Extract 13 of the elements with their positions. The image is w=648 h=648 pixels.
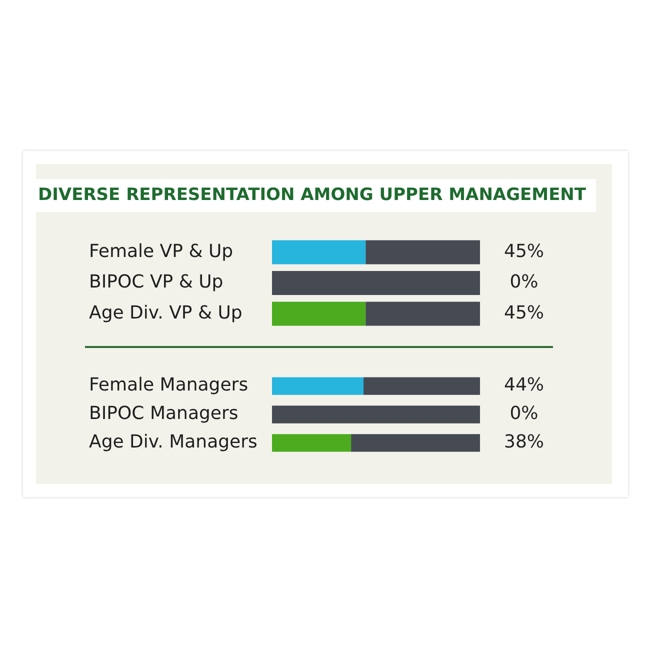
data-label: 45% bbox=[504, 302, 544, 324]
data-label: 45% bbox=[504, 240, 544, 262]
y-tick-label: BIPOC VP & Up bbox=[89, 272, 224, 293]
data-label: 38% bbox=[504, 432, 544, 453]
y-tick-label: BIPOC Managers bbox=[89, 403, 238, 424]
y-tick-label: Age Div. Managers bbox=[89, 432, 258, 453]
data-label: 0% bbox=[510, 272, 538, 293]
chart-title: DIVERSE REPRESENTATION AMONG UPPER MANAGEMENT bbox=[38, 184, 586, 207]
y-tick-label: Female Managers bbox=[89, 374, 248, 396]
y-tick-label: Female VP & Up bbox=[89, 240, 234, 262]
data-label: 0% bbox=[510, 403, 538, 424]
y-tick-label: Age Div. VP & Up bbox=[89, 302, 242, 324]
data-label: 44% bbox=[504, 374, 544, 396]
